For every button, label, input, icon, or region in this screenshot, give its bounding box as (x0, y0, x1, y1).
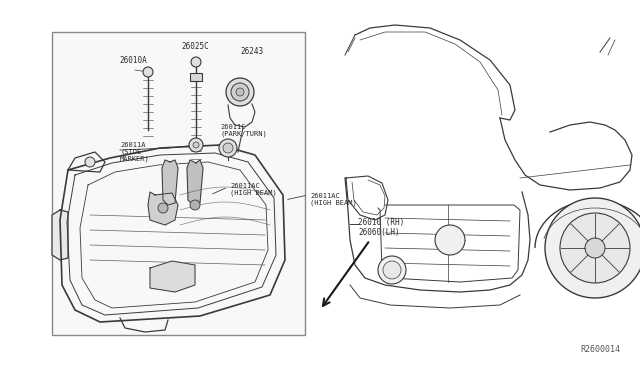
Circle shape (223, 143, 233, 153)
Polygon shape (150, 261, 195, 292)
Circle shape (143, 67, 153, 77)
Circle shape (435, 225, 465, 255)
Circle shape (383, 261, 401, 279)
Bar (190, 73, 202, 81)
Text: 26011AC
(HIGH BEAM): 26011AC (HIGH BEAM) (310, 193, 356, 206)
Text: 26010 (RH)
26060(LH): 26010 (RH) 26060(LH) (358, 218, 404, 237)
Circle shape (219, 139, 237, 157)
Circle shape (226, 78, 254, 106)
Text: 26010A: 26010A (119, 56, 147, 65)
Text: 26025C: 26025C (181, 42, 209, 51)
Circle shape (236, 88, 244, 96)
Text: 26011C
(PARK/TURN): 26011C (PARK/TURN) (220, 124, 267, 137)
Circle shape (378, 256, 406, 284)
Text: 26243: 26243 (241, 47, 264, 56)
Polygon shape (148, 192, 178, 225)
Polygon shape (187, 160, 203, 205)
Circle shape (158, 203, 168, 213)
Text: R2600014: R2600014 (580, 345, 620, 354)
Text: 26011A
(SIDE
MARKER): 26011A (SIDE MARKER) (120, 142, 150, 162)
Circle shape (85, 157, 95, 167)
Circle shape (189, 138, 203, 152)
Polygon shape (52, 210, 68, 260)
Circle shape (560, 213, 630, 283)
Circle shape (191, 57, 201, 67)
Polygon shape (162, 160, 178, 205)
Circle shape (545, 198, 640, 298)
Text: 26011AC
(HIGH BEAM): 26011AC (HIGH BEAM) (230, 183, 276, 196)
Circle shape (231, 83, 249, 101)
Circle shape (193, 142, 199, 148)
Circle shape (190, 200, 200, 210)
Bar (52, 32, 305, 335)
Circle shape (585, 238, 605, 258)
